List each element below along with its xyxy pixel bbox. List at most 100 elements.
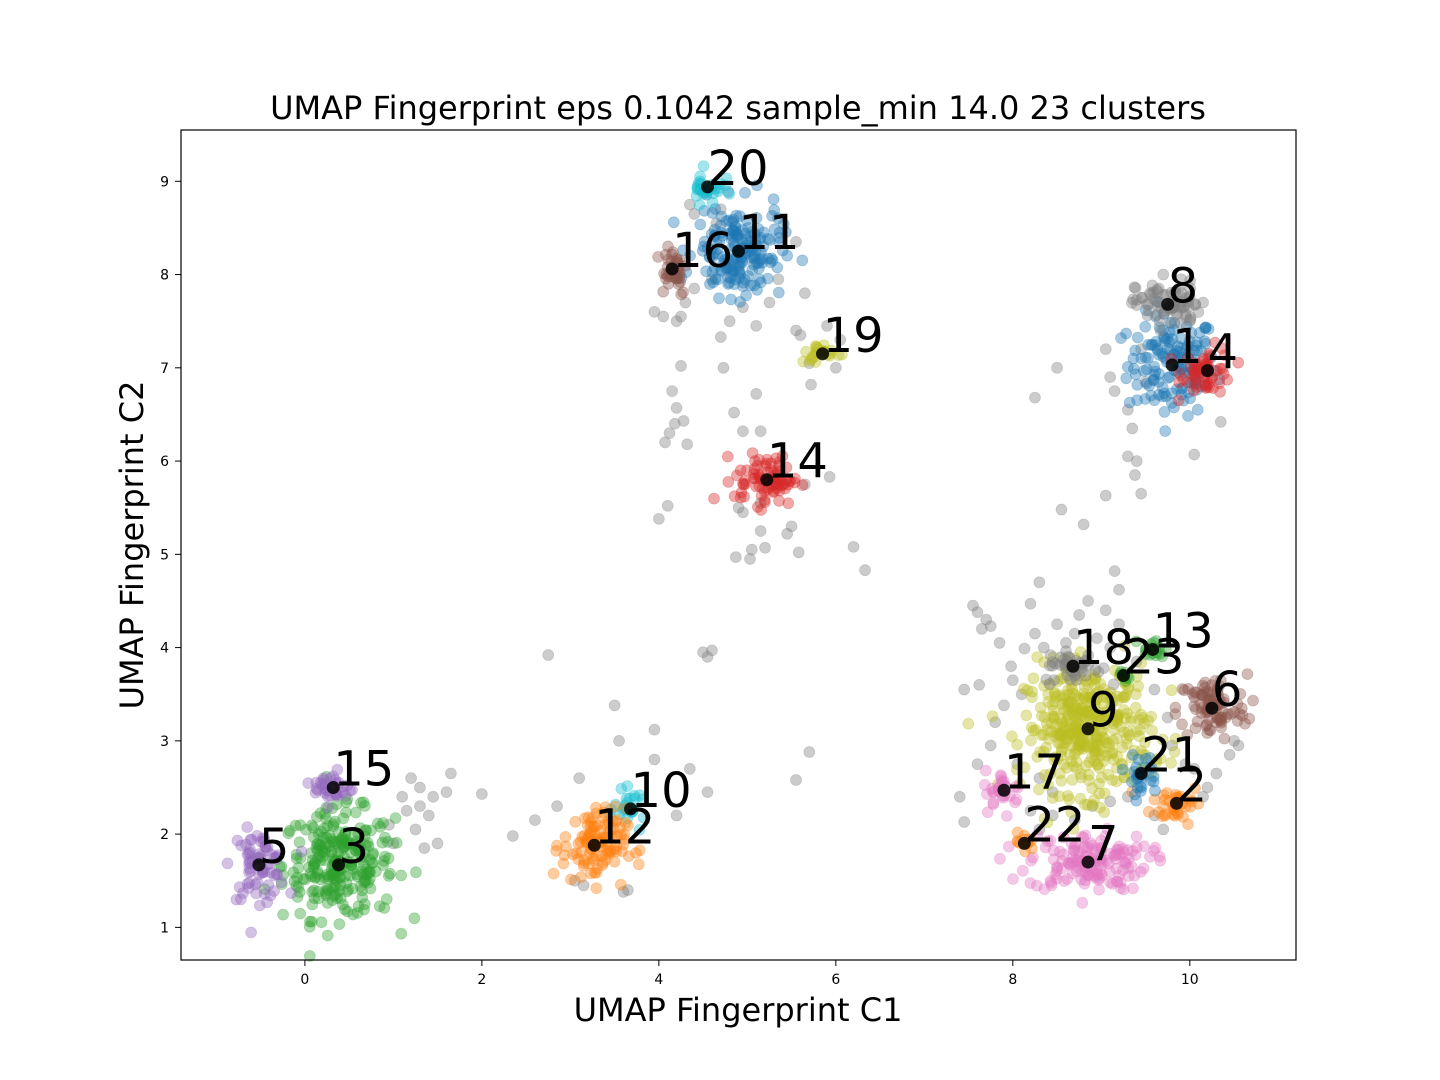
noise-point	[794, 329, 807, 342]
cluster-3-point	[306, 886, 319, 898]
cluster-3-point	[303, 861, 316, 873]
noise-point	[542, 649, 555, 661]
cluster-3-point	[310, 838, 323, 851]
cluster-3-point	[356, 850, 369, 863]
cluster-3-point	[333, 871, 346, 884]
cluster-7-point	[1045, 877, 1058, 889]
cluster-14-point	[722, 475, 735, 488]
cluster-1-point	[1191, 336, 1203, 349]
cluster-7-point	[1095, 859, 1107, 872]
cluster-17-point	[1000, 810, 1013, 822]
cluster-3-point	[341, 885, 354, 898]
noise-point	[1033, 772, 1046, 785]
cluster-6-point	[1176, 683, 1189, 695]
noise-point	[1179, 758, 1192, 771]
cluster-3-point	[366, 856, 379, 869]
cluster-3-point	[330, 873, 343, 885]
noise-point	[737, 301, 749, 314]
cluster-1-point	[1186, 364, 1199, 377]
cluster-9-point	[1087, 709, 1099, 721]
cluster-11-point	[737, 276, 750, 289]
cluster-3-point	[376, 836, 389, 849]
cluster-1-point	[1199, 337, 1212, 350]
cluster-1-point	[1151, 344, 1164, 357]
cluster-1-point	[1149, 310, 1162, 323]
cluster-6-point	[1221, 708, 1234, 720]
cluster-3-point	[326, 894, 339, 907]
cluster-3-point	[332, 846, 345, 859]
cluster-9-point	[1165, 684, 1178, 697]
cluster-8-point	[1129, 282, 1142, 295]
cluster-7-point	[1112, 848, 1125, 861]
cluster-4-point	[1182, 351, 1194, 364]
cluster-3-point	[311, 865, 324, 878]
cluster-9-point	[1050, 727, 1063, 739]
noise-point	[1126, 422, 1139, 435]
cluster-5-point	[268, 869, 281, 882]
noise-point	[670, 809, 683, 822]
cluster-9-point	[1107, 724, 1120, 736]
cluster-7-point	[1111, 843, 1123, 856]
cluster-9-point	[1049, 688, 1061, 700]
cluster-3-point	[320, 771, 333, 783]
cluster-3-point	[314, 854, 327, 867]
cluster-10-point	[615, 782, 628, 795]
cluster-9-point	[986, 710, 999, 723]
cluster-7-point	[1056, 855, 1069, 867]
cluster-3-point	[293, 886, 306, 898]
cluster-7-point	[1118, 856, 1130, 868]
cluster-3-point	[349, 839, 362, 851]
cluster-9-point	[1038, 769, 1051, 781]
noise-point	[1113, 618, 1125, 631]
cluster-3-point	[307, 821, 320, 834]
cluster-6-point	[1211, 712, 1224, 724]
noise-point	[790, 236, 802, 248]
cluster-9-point	[1057, 692, 1070, 705]
cluster-6-point	[1228, 706, 1241, 718]
cluster-7-point	[1093, 872, 1106, 884]
cluster-9-point	[1116, 691, 1129, 703]
cluster-8-point	[1174, 317, 1187, 330]
cluster-2-point	[1184, 800, 1197, 813]
cluster-5-point	[264, 866, 277, 879]
cluster-6-point	[1210, 716, 1223, 729]
cluster-14-point	[737, 477, 749, 490]
cluster-3-point	[321, 929, 334, 942]
cluster-9-point	[1063, 697, 1076, 710]
cluster-14-point	[755, 504, 767, 516]
cluster-11-point	[767, 193, 780, 206]
cluster-6-point	[1211, 683, 1224, 696]
cluster-2-point	[1157, 800, 1169, 813]
cluster-6-point	[1215, 714, 1227, 727]
cluster-9-point	[1101, 705, 1114, 718]
cluster-7-point	[1094, 846, 1107, 859]
cluster-7-point	[1007, 873, 1019, 885]
noise-point	[1068, 627, 1081, 640]
cluster-3-point	[294, 819, 307, 831]
cluster-4-label: 4	[1208, 325, 1239, 381]
cluster-3-point	[377, 855, 390, 867]
cluster-1-point	[1147, 373, 1160, 386]
cluster-12-point	[575, 871, 587, 883]
cluster-7-point	[1104, 876, 1117, 889]
cluster-5-point	[271, 868, 284, 881]
noise-points	[383, 198, 1245, 898]
cluster-1-point	[1165, 387, 1178, 400]
cluster-1-point	[1188, 354, 1201, 367]
cluster-7-point	[1137, 862, 1150, 875]
cluster-12-point	[590, 882, 603, 895]
noise-point	[823, 471, 836, 483]
cluster-7-point	[1095, 841, 1108, 854]
cluster-3-point	[377, 859, 390, 871]
cluster-3-point	[308, 858, 321, 871]
cluster-3-point	[362, 840, 375, 853]
cluster-4-point	[1203, 381, 1215, 394]
cluster-7-point	[1138, 840, 1150, 853]
cluster-9-point	[1054, 712, 1067, 725]
cluster-7-point	[1092, 874, 1105, 886]
cluster-2-point	[1126, 785, 1139, 798]
cluster-3-point	[320, 812, 332, 825]
cluster-3-point	[306, 854, 319, 867]
cluster-22-label: 22	[1024, 797, 1085, 853]
cluster-8-point	[1182, 295, 1195, 308]
